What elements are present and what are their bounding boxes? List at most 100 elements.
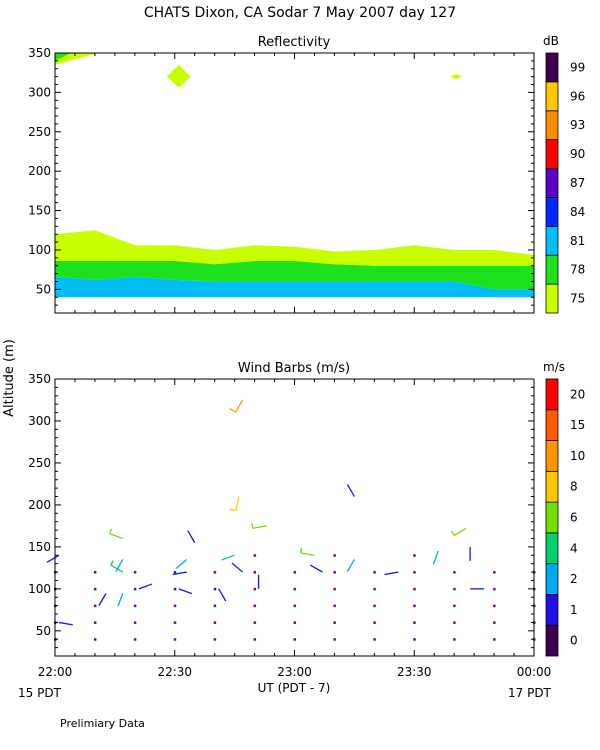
wind-x-axis: 22:00 22:30 23:00 23:30 00:00 [38,379,551,679]
wind-colorbar-label: 1 [570,603,578,617]
calm-wind-dot [373,604,376,608]
reflectivity-ytick-label: 100 [28,243,51,257]
calm-wind-dot [453,587,456,591]
reflectivity-colorbar-swatch [545,254,559,285]
wind-plot-frame [54,378,535,657]
calm-wind-dot [293,571,296,574]
wind-colorbar-swatch [545,409,559,441]
calm-wind-dot [333,604,336,608]
wind-title: Wind Barbs (m/s) [238,361,350,376]
wind-ytick-label: 50 [36,624,51,638]
calm-wind-dot [493,587,496,591]
wind-barb [346,559,355,572]
calm-wind-dot [133,587,137,591]
x-tick-label: 22:00 [38,665,73,679]
x-tick-label: 22:30 [157,665,192,679]
calm-wind-dot [173,621,177,624]
calm-wind-dot [413,554,416,557]
calm-wind-dot [413,621,416,624]
wind-colorbar-label: 10 [570,449,585,463]
reflectivity-colorbar-label: 78 [570,263,585,277]
wind-colorbar-label: 0 [570,634,578,648]
calm-wind-dot [453,571,456,574]
wind-barb [178,588,193,595]
calm-wind-dot [253,554,257,557]
reflectivity-title: Reflectivity [258,35,331,50]
calm-wind-dot [93,621,97,624]
reflectivity-colorbar-swatch [545,283,559,314]
figure-title: CHATS Dixon, CA Sodar 7 May 2007 day 127 [144,5,456,21]
wind-barb [300,552,315,556]
reflectivity-ytick-label: 350 [28,46,51,60]
reflectivity-colorbar-label: 99 [570,60,585,74]
wind-barb [453,527,467,536]
calm-wind-dot [133,638,137,641]
wind-barb [384,571,399,576]
reflectivity-colorbar-swatch [545,81,559,112]
wind-barb [432,550,439,565]
calm-wind-dot [133,604,137,608]
reflectivity-colorbar-label: 81 [570,234,585,248]
calm-wind-dot [293,587,296,591]
reflectivity-band-75db [55,230,534,266]
reflectivity-colorbar-label: 96 [570,89,585,103]
x-tick-label: 23:00 [277,665,312,679]
reflectivity-colorbar-label: 90 [570,147,585,161]
wind-barb [221,554,235,561]
wind-colorbar-swatch [545,624,559,657]
reflectivity-colorbar-label: 93 [570,118,585,132]
calm-wind-dot [333,587,336,591]
wind-ytick-label: 200 [28,498,51,512]
wind-barb [346,484,355,497]
x-tick-label: 23:30 [397,665,432,679]
calm-wind-dot [253,604,257,608]
reflectivity-colorbar-swatch [545,197,559,227]
calm-wind-dot [173,638,177,641]
calm-wind-dot [493,571,496,574]
end-label: 17 PDT [508,686,552,700]
wind-barb [110,564,124,573]
start-label: 15 PDT [18,686,62,700]
calm-wind-dot [213,587,217,591]
calm-wind-dot [213,604,217,608]
reflectivity-colorbar-label: 87 [570,176,585,190]
calm-wind-dot [133,571,137,574]
reflectivity-ytick-label: 150 [28,204,51,218]
wind-barb [231,562,244,573]
wind-barb-flag [229,408,236,413]
wind-colorbar-swatch [545,563,559,595]
calm-wind-dot [373,571,376,574]
reflectivity-patch-2 [450,74,463,79]
wind-colorbar-label: 20 [570,387,585,401]
calm-wind-dot [173,587,177,591]
calm-wind-dot [253,621,257,624]
calm-wind-dot [93,638,97,641]
wind-colorbar-swatch [545,501,559,534]
calm-wind-dot [213,638,217,641]
reflectivity-colorbar-swatch [545,52,559,83]
reflectivity-colorbar-swatch [545,225,559,256]
wind-ytick-label: 300 [28,414,51,428]
wind-barb [109,533,124,540]
wind-colorbar-swatch [545,378,559,411]
reflectivity-colorbar: 75 78 81 84 87 90 93 96 99 dB [543,34,585,314]
calm-wind-dot [253,571,257,574]
calm-wind-dot [453,621,456,624]
reflectivity-ytick-label: 300 [28,85,51,99]
reflectivity-patch-0 [55,53,99,65]
reflectivity-band-81db [55,276,534,298]
calm-wind-dot [453,604,456,608]
wind-colorbar-label: 6 [570,511,578,525]
wind-colorbar-swatch [545,440,559,472]
calm-wind-dot [133,621,137,624]
reflectivity-patch-1 [166,64,191,88]
reflectivity-colorbar-swatch [545,168,559,198]
calm-wind-dot [373,621,376,624]
wind-barb [58,621,73,626]
calm-wind-dot [413,638,416,641]
calm-wind-dot [453,638,456,641]
wind-barb [98,593,107,606]
wind-colorbar-swatch [545,594,559,626]
reflectivity-x-axis [54,53,535,313]
calm-wind-dot [373,638,376,641]
